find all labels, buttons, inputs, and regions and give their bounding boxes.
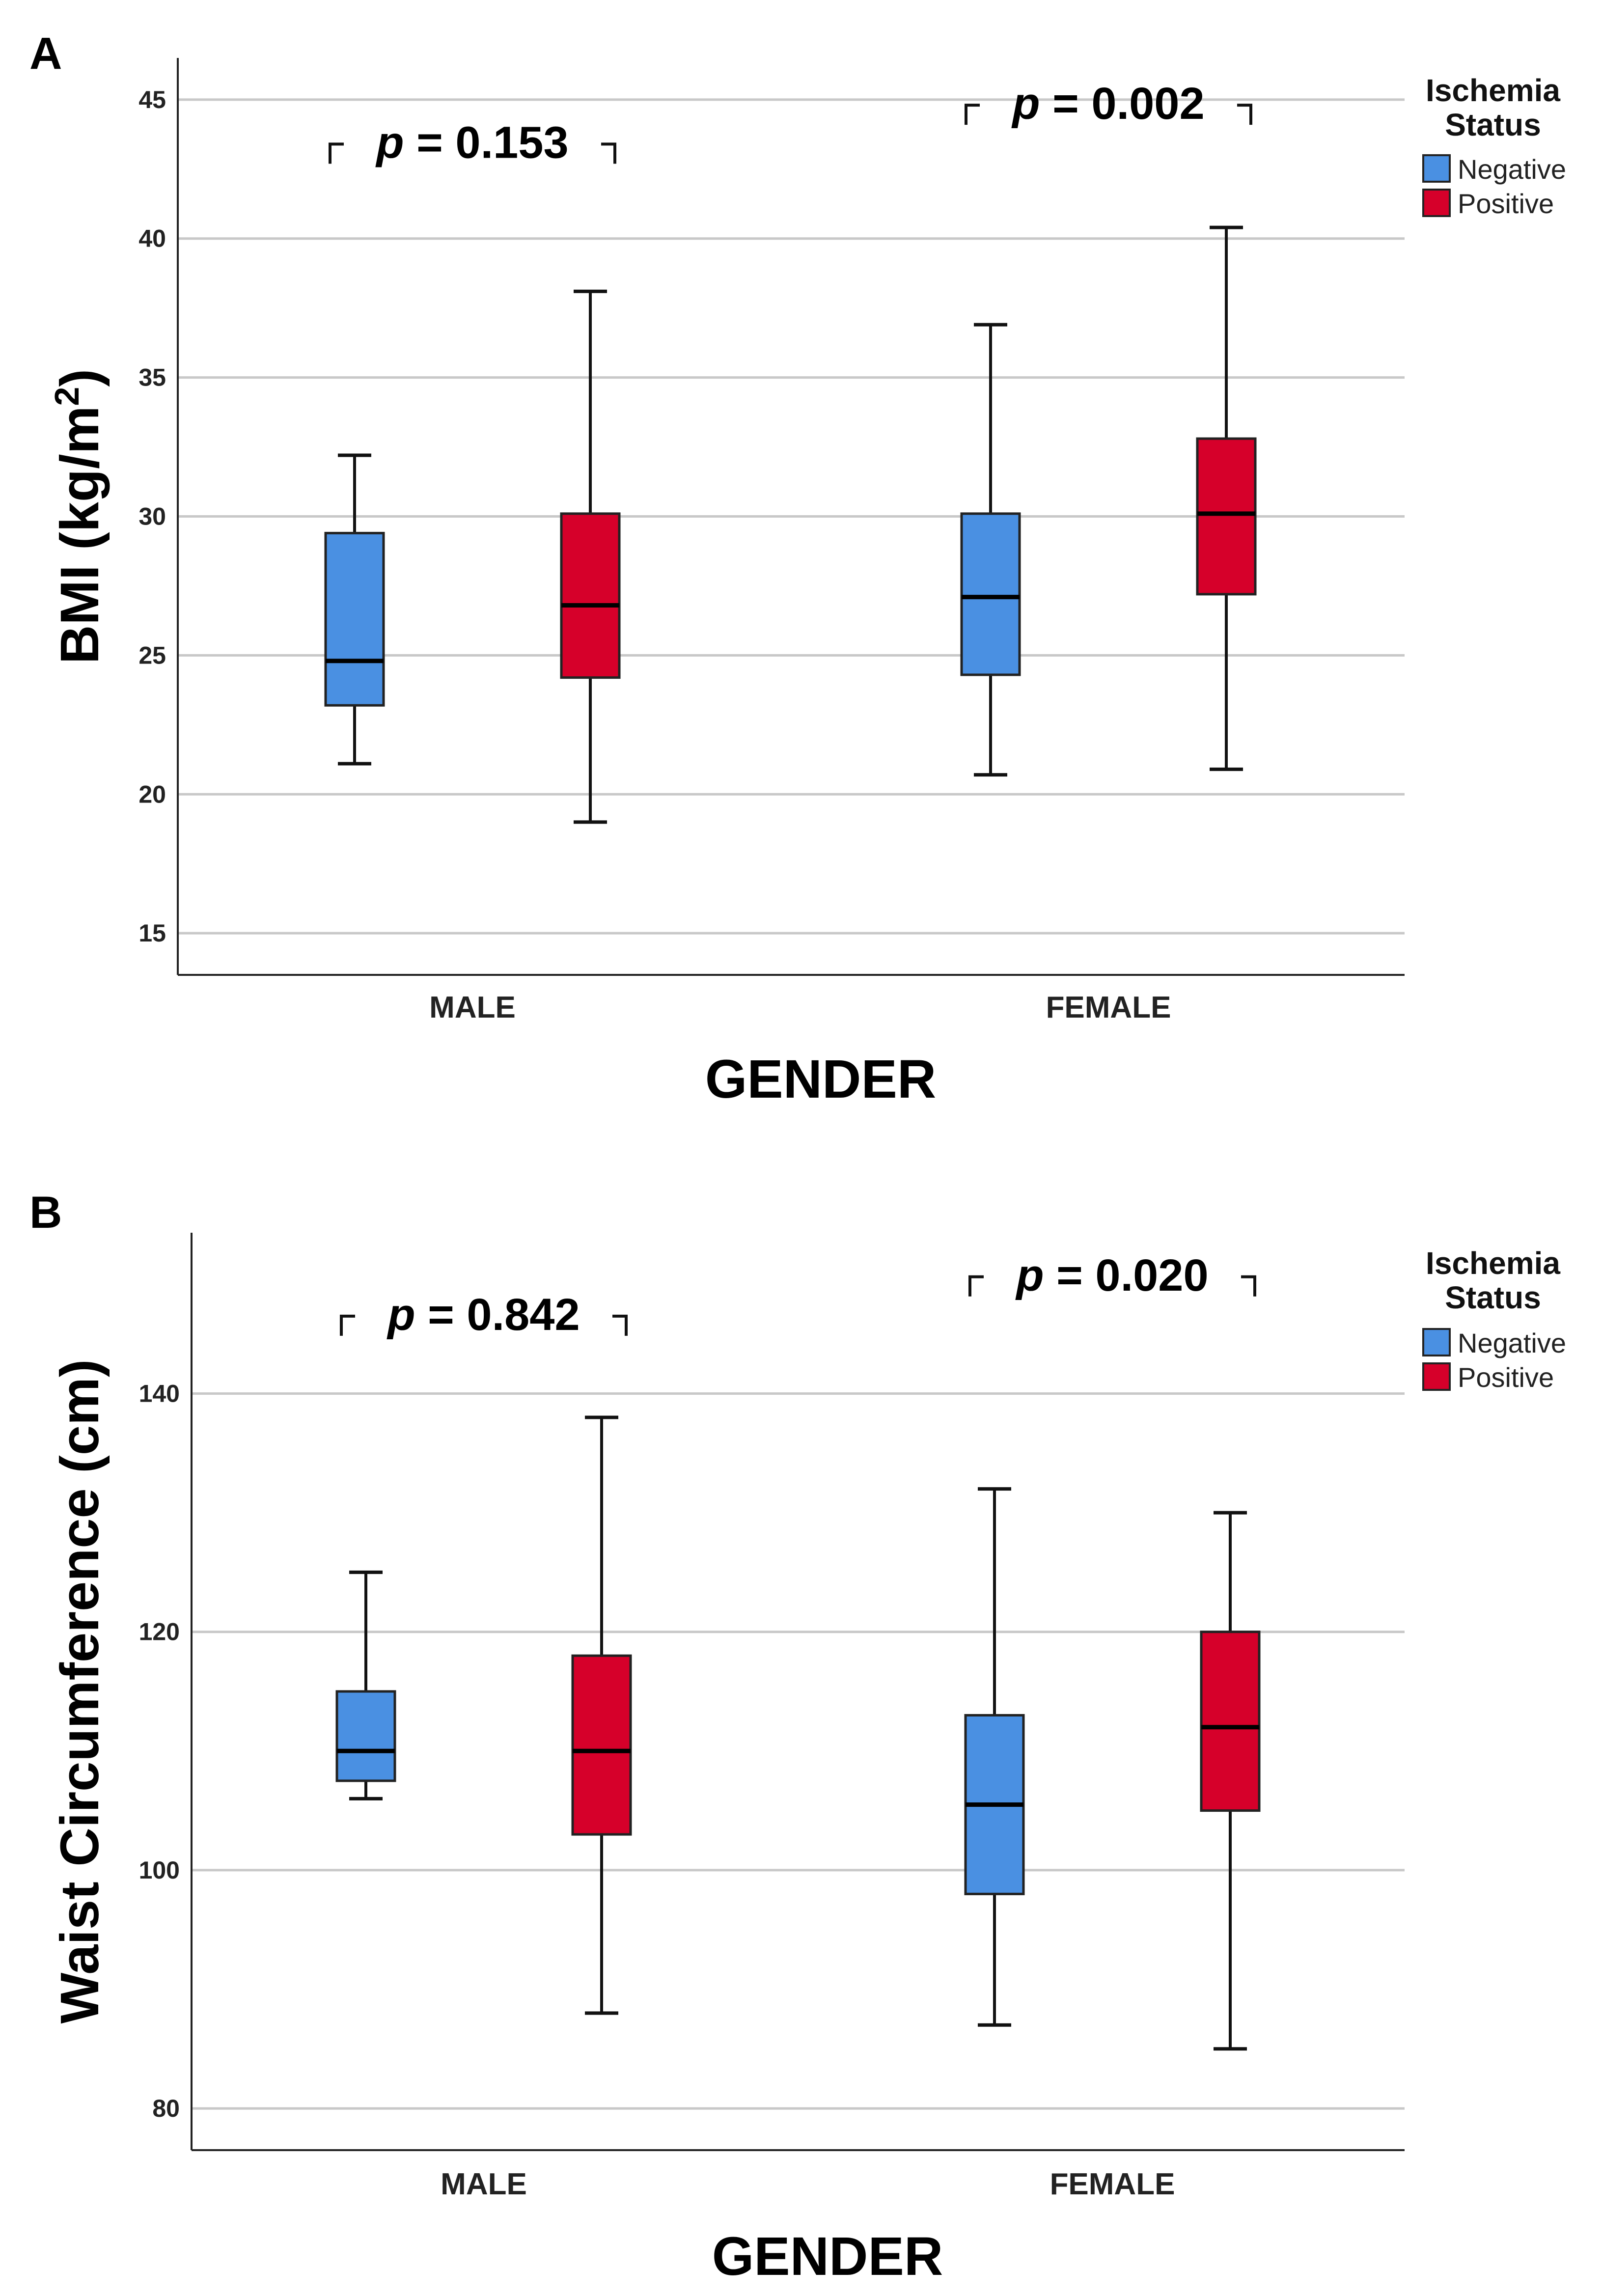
legend-swatch-positive: [1422, 1362, 1451, 1391]
box-positive-female: [1200, 1511, 1261, 2051]
x-tick-label: FEMALE: [1050, 2167, 1175, 2201]
box-negative-male: [324, 453, 385, 766]
box-positive-male: [560, 289, 621, 824]
y-tick-label: 120: [139, 1618, 180, 1646]
x-tick-label: MALE: [441, 2167, 527, 2201]
bracket-right: [612, 1314, 628, 1336]
box-iqr: [324, 531, 385, 707]
x-tick-label: FEMALE: [1046, 991, 1171, 1024]
y-tick-label: 45: [138, 86, 166, 113]
p-value-annotation: p = 0.020: [968, 1250, 1256, 1300]
legend-label: Positive: [1458, 1362, 1554, 1393]
bracket-left: [329, 142, 344, 164]
y-tick-label: 140: [139, 1380, 180, 1408]
legend-label: Positive: [1458, 188, 1554, 219]
x-tick-label: MALE: [429, 991, 516, 1024]
x-axis-title: GENDER: [705, 1049, 937, 1109]
y-tick-label: 25: [138, 641, 166, 669]
bracket-right: [1237, 104, 1252, 125]
box-positive-female: [1196, 225, 1257, 771]
box-iqr: [571, 1654, 632, 1836]
y-tick-label: 30: [138, 503, 166, 530]
box-iqr: [335, 1690, 396, 1782]
legend-title: Ischemia: [1426, 73, 1560, 108]
p-value-annotation: p = 0.153: [329, 117, 616, 167]
bracket-left: [965, 104, 980, 125]
p-value-label: p = 0.153: [375, 117, 568, 167]
bracket-right: [601, 142, 616, 164]
y-tick-label: 80: [152, 2095, 180, 2122]
y-axis-title: Waist Circumference (cm): [50, 1359, 110, 2024]
legend-swatch-negative: [1422, 154, 1451, 183]
box-iqr: [560, 512, 621, 679]
chart-panel-a: A 15 20 25 30 35 40 45 BMI (kg/m2) MALE FEMALE GEND…: [29, 28, 1566, 1109]
legend-title: Ischemia: [1426, 1245, 1560, 1281]
p-value-annotation: p = 0.002: [965, 79, 1252, 129]
box-negative-male: [335, 1570, 396, 1800]
y-tick-label: 35: [138, 364, 166, 391]
legend-title: Status: [1445, 1280, 1541, 1315]
legend-title: Status: [1445, 107, 1541, 142]
x-axis-title: GENDER: [712, 2226, 943, 2287]
p-value-label: p = 0.842: [386, 1290, 580, 1340]
chart-panel-b: B 80 100 120 140 Waist Circumference (cm) MALE…: [29, 1188, 1566, 2287]
legend-label: Negative: [1458, 1328, 1566, 1358]
box-iqr: [1200, 1631, 1261, 1812]
panel-label: A: [29, 28, 62, 79]
box-iqr: [960, 512, 1021, 676]
panel-label: B: [29, 1188, 62, 1238]
y-tick-label: 15: [138, 919, 166, 947]
y-axis-title: BMI (kg/m2): [48, 369, 110, 664]
y-tick-label: 100: [139, 1856, 180, 1884]
bracket-left: [340, 1314, 355, 1336]
bracket-right: [1241, 1275, 1256, 1297]
legend-swatch-negative: [1422, 1328, 1451, 1356]
p-value-annotation: p = 0.842: [340, 1290, 628, 1340]
legend-swatch-positive: [1422, 189, 1451, 217]
box-negative-female: [960, 323, 1021, 777]
box-negative-female: [964, 1487, 1025, 2027]
y-tick-label: 40: [138, 225, 166, 252]
box-iqr: [1196, 437, 1257, 596]
box-positive-male: [571, 1415, 632, 2015]
bracket-left: [968, 1275, 984, 1297]
legend-label: Negative: [1458, 154, 1566, 185]
y-tick-label: 20: [138, 780, 166, 808]
p-value-label: p = 0.002: [1011, 79, 1204, 129]
p-value-label: p = 0.020: [1015, 1250, 1208, 1300]
